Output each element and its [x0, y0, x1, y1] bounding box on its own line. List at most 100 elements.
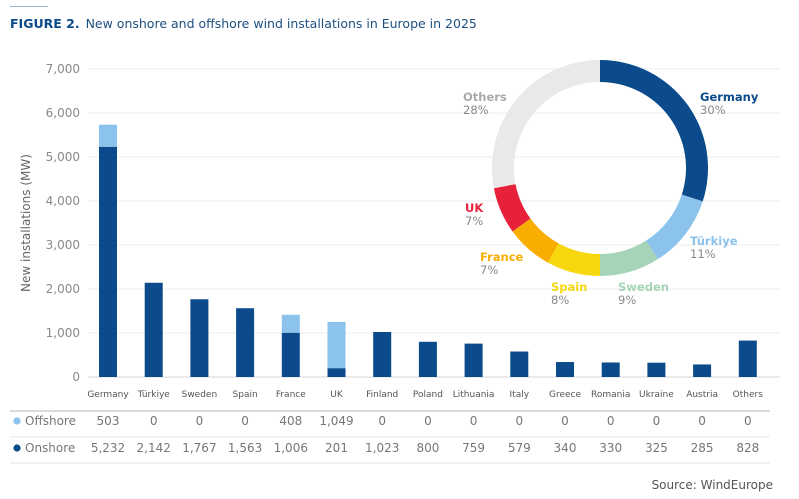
top-rule: [10, 6, 48, 7]
table-value: 1,049: [319, 414, 353, 428]
y-tick-label: 3,000: [46, 238, 80, 252]
table-value: 0: [653, 414, 661, 428]
chart-title: New onshore and offshore wind installati…: [85, 16, 477, 31]
legend-dot-onshore: [13, 444, 21, 452]
x-tick-label: Spain: [233, 390, 258, 400]
x-tick-label: Others: [733, 390, 764, 400]
figure-label: FIGURE 2.: [10, 16, 80, 31]
x-tick-label: Italy: [510, 390, 530, 400]
donut-percent: 28%: [463, 103, 489, 117]
legend-label-offshore: Offshore: [25, 414, 76, 428]
donut-label: UK: [465, 201, 484, 215]
table-value: 579: [508, 441, 531, 455]
donut-percent: 30%: [700, 103, 726, 117]
x-tick-label: Ukraine: [639, 390, 674, 400]
table-value: 1,767: [182, 441, 216, 455]
bar-onshore: [327, 368, 346, 377]
x-tick-label: France: [276, 390, 306, 400]
donut-slice: [646, 194, 703, 260]
bar-onshore: [464, 343, 483, 377]
donut-percent: 11%: [690, 247, 716, 261]
table-value: 1,006: [274, 441, 308, 455]
legend-label-onshore: Onshore: [25, 441, 75, 455]
x-tick-label: Greece: [549, 390, 581, 400]
y-tick-label: 4,000: [46, 194, 80, 208]
x-tick-label: Germany: [87, 390, 129, 400]
bar-onshore: [281, 332, 300, 377]
donut-percent: 7%: [465, 214, 483, 228]
table-value: 0: [196, 414, 204, 428]
table-value: 408: [279, 414, 302, 428]
y-tick-label: 1,000: [46, 326, 80, 340]
table-value: 0: [378, 414, 386, 428]
bar-offshore: [281, 314, 300, 333]
bar-onshore: [144, 282, 163, 377]
table-value: 1,023: [365, 441, 399, 455]
x-tick-label: Austria: [686, 390, 718, 400]
donut-label: Germany: [700, 90, 759, 104]
bar-offshore: [327, 322, 346, 369]
table-value: 0: [150, 414, 158, 428]
donut-slice: [512, 218, 559, 263]
table-value: 5,232: [91, 441, 125, 455]
x-tick-label: Türkiye: [137, 390, 171, 400]
donut-percent: 9%: [618, 293, 636, 307]
bar-onshore: [190, 299, 209, 377]
bar-onshore: [556, 362, 574, 377]
x-tick-label: Finland: [366, 390, 398, 400]
table-value: 0: [515, 414, 523, 428]
bar-offshore: [99, 124, 117, 147]
x-tick-label: UK: [330, 390, 344, 400]
source-note: Source: WindEurope: [651, 478, 773, 492]
donut-slice: [600, 60, 708, 202]
x-tick-label: Romania: [591, 390, 630, 400]
x-tick-label: Sweden: [182, 390, 218, 400]
legend-dot-offshore: [13, 417, 21, 425]
table-value: 1,563: [228, 441, 262, 455]
y-tick-label: 0: [72, 370, 80, 384]
x-tick-label: Poland: [413, 390, 443, 400]
bar-onshore: [647, 362, 666, 377]
x-tick-label: Lithuania: [453, 390, 495, 400]
table-value: 800: [416, 441, 439, 455]
donut-slice: [600, 240, 658, 276]
donut-slice: [493, 184, 531, 232]
table-value: 759: [462, 441, 485, 455]
table-value: 0: [561, 414, 569, 428]
donut-label: Sweden: [618, 280, 669, 294]
table-value: 201: [325, 441, 348, 455]
bar-onshore: [510, 351, 529, 377]
bar-onshore: [236, 308, 255, 377]
donut-label: France: [480, 250, 524, 264]
bar-onshore: [373, 331, 392, 377]
bar-onshore: [738, 340, 757, 377]
donut-slice: [547, 243, 600, 276]
table-value: 0: [424, 414, 432, 428]
donut-percent: 7%: [480, 263, 498, 277]
y-axis-label: New installations (MW): [19, 154, 33, 292]
y-tick-label: 2,000: [46, 282, 80, 296]
donut-label: Spain: [551, 280, 587, 294]
y-tick-label: 6,000: [46, 106, 80, 120]
table-value: 325: [645, 441, 668, 455]
table-value: 0: [698, 414, 706, 428]
table-value: 330: [599, 441, 622, 455]
table-value: 0: [241, 414, 249, 428]
bar-onshore: [601, 362, 620, 377]
table-value: 340: [554, 441, 577, 455]
bar-onshore: [418, 341, 437, 377]
donut-label: Türkiye: [690, 234, 738, 248]
bar-onshore: [99, 146, 117, 377]
donut-slice: [492, 60, 600, 189]
donut-label: Others: [463, 90, 507, 104]
table-value: 2,142: [137, 441, 171, 455]
y-tick-label: 5,000: [46, 150, 80, 164]
table-value: 0: [744, 414, 752, 428]
table-value: 503: [97, 414, 120, 428]
donut-percent: 8%: [551, 293, 569, 307]
y-tick-label: 7,000: [46, 62, 80, 76]
table-value: 0: [470, 414, 478, 428]
table-value: 0: [607, 414, 615, 428]
bar-onshore: [693, 364, 712, 377]
